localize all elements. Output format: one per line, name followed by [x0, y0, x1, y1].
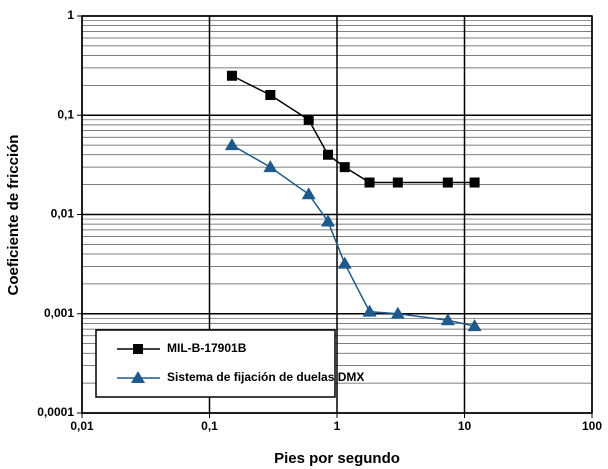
marker: [364, 177, 375, 188]
x-tick-label: 100: [582, 419, 602, 433]
marker: [301, 187, 316, 200]
marker: [131, 371, 145, 383]
marker: [469, 177, 480, 188]
y-tick-label: 0,001: [44, 306, 74, 320]
marker: [339, 162, 350, 173]
marker: [323, 149, 334, 160]
marker: [392, 177, 403, 188]
legend-label: MIL-B-17901B: [167, 341, 247, 355]
marker: [265, 89, 276, 100]
x-axis-title: Pies por segundo: [274, 450, 400, 467]
y-tick-label: 0,1: [57, 107, 74, 121]
x-tick-label: 1: [334, 419, 341, 433]
y-tick-label: 0,0001: [37, 405, 74, 419]
legend-box: [95, 329, 336, 398]
marker: [442, 177, 453, 188]
marker: [467, 319, 482, 332]
marker: [133, 344, 143, 354]
x-tick-label: 0,1: [201, 419, 218, 433]
marker: [303, 114, 314, 125]
y-tick-label: 0,01: [51, 207, 75, 221]
marker: [263, 160, 278, 173]
legend-label: Sistema de fijación de duelas DMX: [167, 370, 364, 384]
marker: [337, 256, 352, 269]
marker: [440, 313, 455, 326]
plot-frame: [81, 15, 593, 414]
marker: [226, 70, 237, 81]
y-tick-label: 1: [67, 8, 74, 22]
x-tick-label: 10: [458, 419, 472, 433]
marker: [321, 214, 336, 227]
x-tick-label: 0,01: [70, 419, 94, 433]
marker: [362, 304, 377, 317]
y-axis-title: Coeficiente de fricción: [5, 135, 22, 296]
marker: [224, 138, 239, 151]
marker: [390, 306, 405, 319]
